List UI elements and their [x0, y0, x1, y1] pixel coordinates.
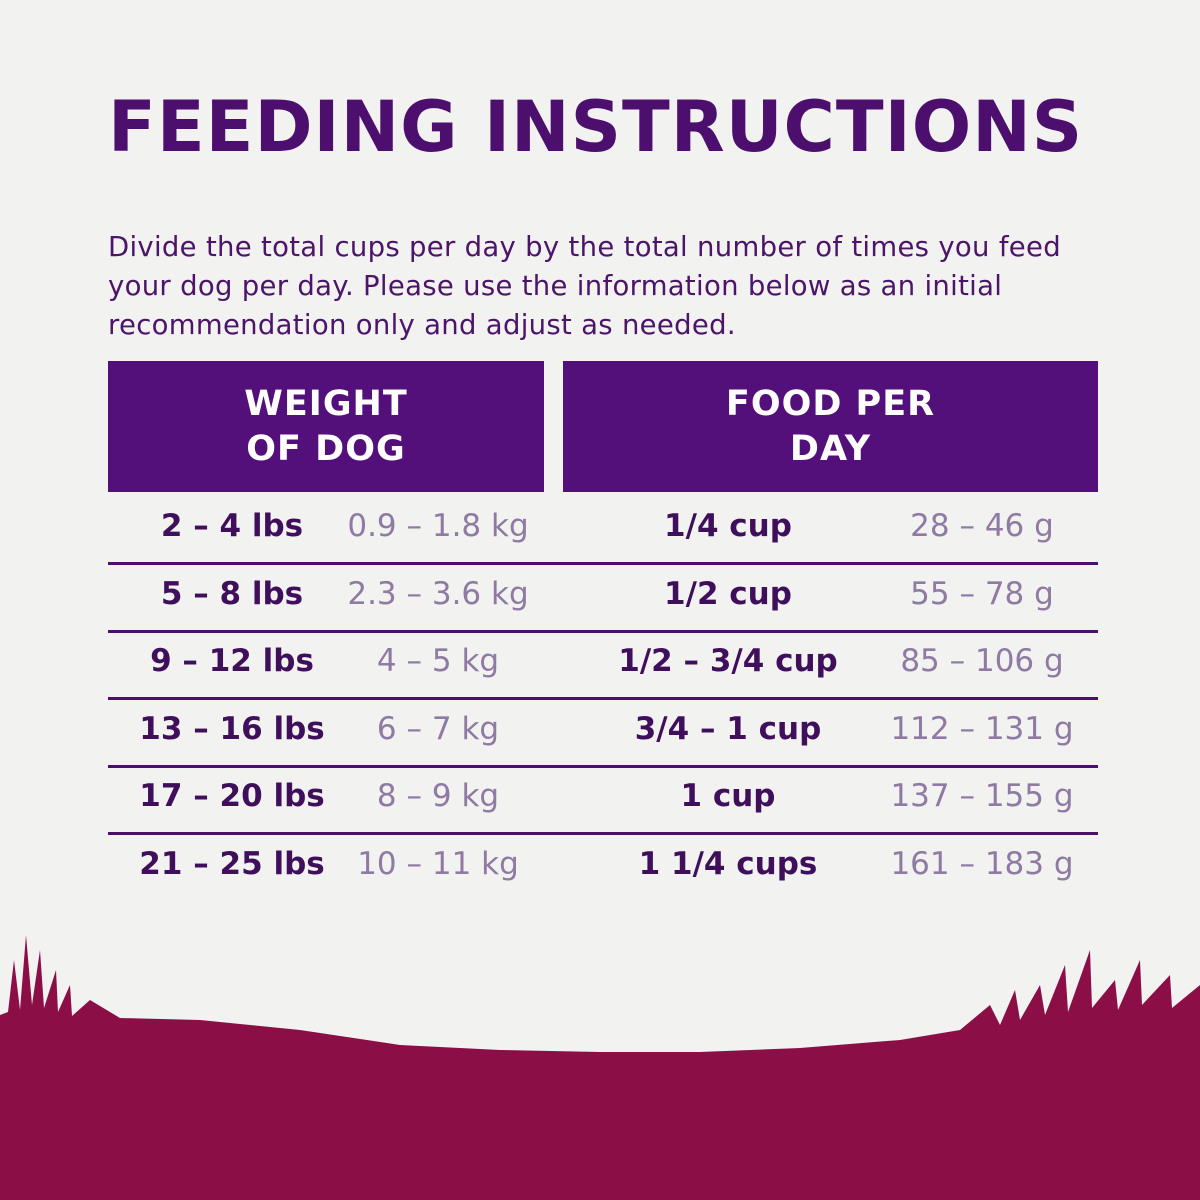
- table-cell: 6 – 7 kg: [376, 710, 500, 747]
- table-cell: 161 – 183 g: [890, 845, 1074, 882]
- table-cell: 2.3 – 3.6 kg: [347, 575, 529, 612]
- table-cell: 21 – 25 lbs: [139, 845, 325, 882]
- table-cell: 1/2 cup: [664, 575, 792, 612]
- row-divider: [108, 697, 1098, 700]
- column-header-text: WEIGHT OF DOG: [244, 383, 408, 469]
- row-divider: [108, 562, 1098, 565]
- table-cell: 10 – 11 kg: [357, 845, 519, 882]
- table-cell: 1 cup: [680, 778, 776, 814]
- table-cell: 8 – 9 kg: [376, 778, 500, 814]
- title: FEEDING INSTRUCTIONS: [108, 86, 1084, 168]
- intro-text: Divide the total cups per day by the tot…: [108, 231, 1061, 341]
- table-cell: 4 – 5 kg: [376, 643, 500, 679]
- table-cell: 137 – 155 g: [890, 778, 1074, 814]
- table-cell: 85 – 106 g: [900, 643, 1064, 679]
- table-cell: 1 1/4 cups: [638, 845, 818, 882]
- table-cell: 112 – 131 g: [890, 710, 1074, 747]
- table-cell: 1/4 cup: [664, 508, 792, 544]
- column-header: WEIGHT OF DOG: [108, 361, 544, 492]
- table-cell: 28 – 46 g: [910, 508, 1054, 544]
- column-header-text: FOOD PER DAY: [725, 383, 936, 469]
- table-cell: 17 – 20 lbs: [139, 778, 325, 814]
- table-cell: 13 – 16 lbs: [139, 710, 325, 747]
- table-cell: 5 – 8 lbs: [160, 575, 304, 612]
- row-divider: [108, 764, 1098, 768]
- table-cell: 1/2 – 3/4 cup: [618, 643, 838, 679]
- row-divider: [108, 832, 1098, 835]
- table-cell: 9 – 12 lbs: [150, 643, 314, 679]
- table-cell: 55 – 78 g: [910, 575, 1054, 612]
- table-cell: 0.9 – 1.8 kg: [347, 508, 529, 544]
- row-divider: [108, 629, 1098, 633]
- column-header: FOOD PER DAY: [563, 361, 1098, 492]
- table-cell: 2 – 4 lbs: [160, 508, 304, 544]
- table-cell: 3/4 – 1 cup: [634, 710, 822, 747]
